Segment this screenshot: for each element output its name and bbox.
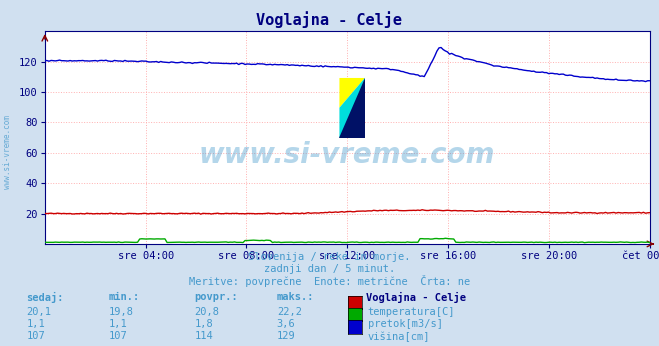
Text: Voglajna - Celje: Voglajna - Celje: [256, 11, 403, 28]
Text: 3,6: 3,6: [277, 319, 295, 329]
Text: 19,8: 19,8: [109, 307, 134, 317]
Text: 20,1: 20,1: [26, 307, 51, 317]
Text: 20,8: 20,8: [194, 307, 219, 317]
Text: www.si-vreme.com: www.si-vreme.com: [3, 115, 13, 189]
Text: 1,1: 1,1: [109, 319, 127, 329]
Text: Slovenija / reke in morje.: Slovenija / reke in morje.: [248, 252, 411, 262]
Polygon shape: [339, 78, 365, 138]
Text: povpr.:: povpr.:: [194, 292, 238, 302]
Polygon shape: [339, 78, 365, 138]
Text: višina[cm]: višina[cm]: [368, 331, 430, 342]
Text: Voglajna - Celje: Voglajna - Celje: [366, 292, 466, 303]
Polygon shape: [339, 78, 365, 108]
Text: 22,2: 22,2: [277, 307, 302, 317]
Text: maks.:: maks.:: [277, 292, 314, 302]
Text: 1,8: 1,8: [194, 319, 213, 329]
Text: 114: 114: [194, 331, 213, 342]
Text: 107: 107: [109, 331, 127, 342]
Text: 1,1: 1,1: [26, 319, 45, 329]
Text: min.:: min.:: [109, 292, 140, 302]
Text: Meritve: povprečne  Enote: metrične  Črta: ne: Meritve: povprečne Enote: metrične Črta:…: [189, 275, 470, 288]
Text: temperatura[C]: temperatura[C]: [368, 307, 455, 317]
Text: 129: 129: [277, 331, 295, 342]
Text: 107: 107: [26, 331, 45, 342]
Text: pretok[m3/s]: pretok[m3/s]: [368, 319, 443, 329]
Text: sedaj:: sedaj:: [26, 292, 64, 303]
Text: www.si-vreme.com: www.si-vreme.com: [199, 140, 496, 169]
Text: zadnji dan / 5 minut.: zadnji dan / 5 minut.: [264, 264, 395, 274]
